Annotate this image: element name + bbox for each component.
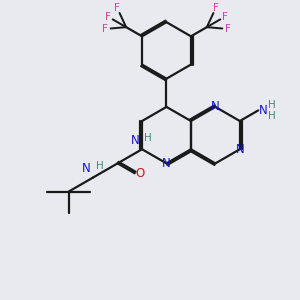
- Text: F: F: [114, 3, 120, 13]
- Text: F: F: [225, 24, 231, 34]
- Text: N: N: [211, 100, 220, 113]
- Text: F: F: [213, 3, 219, 13]
- Text: O: O: [135, 167, 145, 180]
- Text: H: H: [95, 161, 103, 171]
- Text: N: N: [82, 162, 91, 175]
- Text: H: H: [268, 111, 275, 121]
- Text: H: H: [268, 100, 275, 110]
- Text: N: N: [236, 143, 244, 156]
- Text: F: F: [105, 12, 111, 22]
- Text: H: H: [144, 133, 152, 143]
- Text: N: N: [162, 157, 171, 170]
- Text: F: F: [102, 24, 108, 34]
- Text: N: N: [131, 134, 140, 147]
- Text: F: F: [222, 12, 228, 22]
- Text: N: N: [259, 104, 268, 117]
